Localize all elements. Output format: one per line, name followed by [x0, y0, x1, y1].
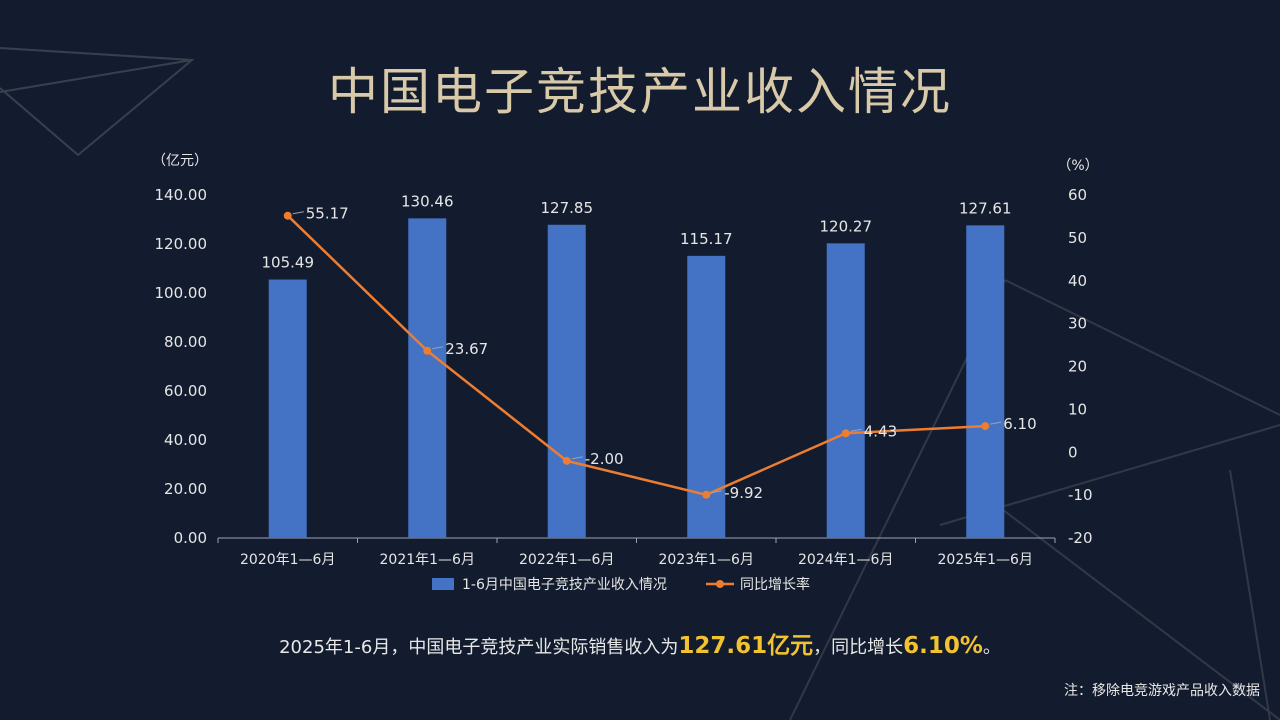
left-axis-tick-label: 140.00: [155, 186, 208, 204]
right-axis-tick-label: 60: [1068, 186, 1087, 204]
growth-rate-point: [423, 346, 432, 355]
right-axis-tick-label: 30: [1068, 315, 1087, 333]
x-axis-tick-label: 2022年1—6月: [519, 552, 614, 568]
legend-bar-swatch: [432, 578, 454, 590]
growth-rate-point: [562, 456, 571, 465]
data-label-leader: [432, 346, 444, 350]
legend-line-marker: [716, 580, 724, 588]
right-axis-tick-label: 0: [1068, 443, 1078, 461]
growth-rate-line: [286, 214, 986, 497]
right-axis-unit-label: （%）: [1057, 158, 1098, 174]
left-axis-tick-label: 120.00: [155, 235, 208, 253]
x-axis-tick-label: 2024年1—6月: [798, 552, 893, 568]
bar: [547, 224, 586, 538]
summary-growth: 6.10%: [903, 633, 983, 659]
summary-middle: ，同比增长: [813, 637, 904, 658]
line-data-label: 23.67: [445, 340, 488, 358]
bar-data-label: 105.49: [262, 254, 315, 272]
bar: [966, 225, 1005, 538]
legend-bar-label: 1-6月中国电子竞技产业收入情况: [462, 576, 667, 593]
right-axis-tick-label: 40: [1068, 272, 1087, 290]
summary-revenue: 127.61亿元: [678, 633, 814, 659]
bar-data-label: 120.27: [820, 217, 873, 235]
right-axis-tick-label: 20: [1068, 358, 1087, 376]
data-label-leader: [850, 428, 862, 432]
summary-text: 2025年1-6月，中国电子竞技产业实际销售收入为127.61亿元，同比增长6.…: [0, 626, 1280, 660]
line-data-label: 6.10: [1003, 415, 1036, 433]
bar-data-label: 127.85: [541, 199, 594, 217]
bar-data-label: 115.17: [680, 230, 733, 248]
bar-data-label: 127.61: [959, 199, 1012, 217]
growth-rate-point: [841, 429, 850, 438]
legend-line-label: 同比增长率: [740, 576, 810, 593]
left-axis-tick-label: 100.00: [155, 284, 208, 302]
right-axis-tick-label: 10: [1068, 400, 1087, 418]
left-axis-tick-label: 20.00: [164, 480, 207, 498]
growth-rate-point: [981, 422, 990, 431]
right-axis-tick-label: -10: [1068, 486, 1093, 504]
footnote: 注：移除电竞游戏产品收入数据: [1064, 683, 1260, 699]
left-axis-tick-label: 40.00: [164, 431, 207, 449]
line-data-label: 55.17: [306, 205, 349, 223]
x-axis-tick-label: 2020年1—6月: [240, 552, 335, 568]
line-data-label: 4.43: [864, 422, 897, 440]
left-axis-tick-label: 80.00: [164, 333, 207, 351]
bar: [408, 218, 447, 539]
x-axis-tick-label: 2025年1—6月: [938, 552, 1033, 568]
bar: [268, 279, 307, 538]
growth-rate-point: [283, 211, 292, 220]
right-axis-tick-label: 50: [1068, 229, 1087, 247]
data-label-leader: [571, 456, 583, 460]
left-axis-unit-label: （亿元）: [152, 153, 208, 169]
growth-rate-point: [702, 490, 711, 499]
right-axis-tick-label: -20: [1068, 529, 1093, 547]
x-axis-tick-label: 2021年1—6月: [380, 552, 475, 568]
chart-title: 中国电子竞技产业收入情况: [328, 63, 952, 121]
data-label-leader: [292, 211, 304, 215]
summary-suffix: 。: [982, 637, 1001, 658]
bar: [826, 243, 865, 538]
bar-data-label: 130.46: [401, 192, 454, 210]
left-axis-tick-label: 60.00: [164, 382, 207, 400]
line-data-label: -9.92: [724, 484, 763, 502]
summary-prefix: 2025年1-6月，中国电子竞技产业实际销售收入为: [279, 637, 679, 658]
x-axis-tick-label: 2023年1—6月: [659, 552, 754, 568]
data-label-leader: [711, 490, 723, 494]
data-label-leader: [990, 421, 1002, 425]
left-axis-tick-label: 0.00: [174, 529, 207, 547]
line-data-label: -2.00: [585, 450, 624, 468]
